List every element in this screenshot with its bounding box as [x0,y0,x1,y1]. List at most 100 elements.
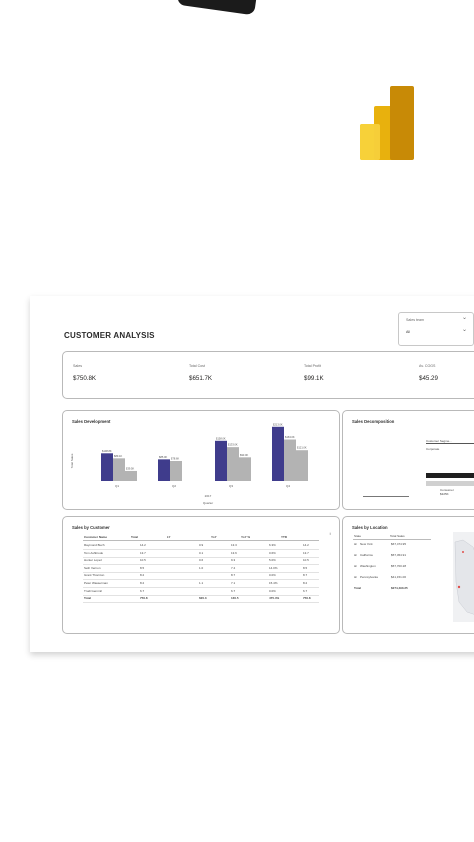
table-cell: 14.2 [140,543,146,547]
table-cell: 7.4 [231,565,236,570]
col-total[interactable]: Total [131,535,138,539]
bar-q4-s0[interactable] [272,426,284,481]
table-total-cell: 130.5 [231,596,239,601]
bar-data-label: $133.0K [228,443,238,447]
bar-q3-s1[interactable] [227,447,239,481]
bar-q4-s2[interactable] [296,450,308,481]
location-cell: $57,454.91 [391,553,407,557]
table-cell[interactable]: Trudi Gemmil [84,588,102,593]
decomposition-header[interactable]: Customer Segme... [426,439,452,443]
location-total-cell: Total [354,586,361,590]
location-total-cell: $274,490.25 [391,586,408,590]
bar-q3-s2[interactable] [239,457,251,481]
decomposition-divider [426,443,474,444]
slicer-label: Sales team [406,318,424,322]
table-cell[interactable]: Raymond Buch [84,543,105,547]
bar-q1-s1[interactable] [113,458,125,481]
table-cell: 0.0% [269,588,276,593]
decomposition-item-corporate[interactable]: Corporate [426,447,440,451]
bar-q1-s2[interactable] [125,470,137,481]
kpi-profit-label: Total Profit [304,364,321,368]
table-cell: 6.7 [303,588,308,593]
col-ytd[interactable]: YTD [281,535,287,539]
table-cell[interactable]: Peter Wasserman [84,581,108,585]
table-cell: 8.5 [140,565,145,570]
table-row-divider [83,579,319,580]
expand-icon[interactable]: ⊞ [354,553,357,557]
total-row-divider [83,602,319,603]
table-total-cell: 475.4% [269,596,280,601]
slicer-collapse-icon[interactable]: ⌄ [461,315,467,321]
col-yoy-pct[interactable]: YoY % [241,535,251,539]
kpi-profit-value: $99.1K [304,375,324,382]
y-axis-label: Total Sales [70,453,74,468]
bar-data-label: $85.0K [159,455,167,459]
table-cell: 14.0% [269,565,278,570]
table-cell: 8.2 [140,573,145,578]
bar-data-label: $108.8K [102,449,112,453]
header-divider [83,540,319,541]
chevron-down-icon[interactable]: ⌄ [461,327,467,333]
decomposition-item-consumer[interactable]: Consumer [440,488,454,492]
table-cell: 13.7 [140,550,146,555]
col-yoy[interactable]: YoY [211,535,217,539]
map-point-wa [462,551,464,553]
table-cell: 10.5 [140,558,146,563]
table-cell: 13.3 [231,543,237,547]
table-total-cell: 750.8 [140,596,148,601]
table-cell[interactable]: Tom Ashbrook [84,550,104,555]
sales-decomposition-visual[interactable]: Sales Decomposition Customer Segme... Co… [342,410,474,510]
col-total-sales[interactable]: Total Sales [390,534,405,538]
table-cell[interactable]: Seth Vernon [84,565,101,570]
col-customer-name[interactable]: Customer Name [84,535,108,539]
location-cell: $57,700.28 [391,564,407,568]
sales-development-chart: Total Sales 2017 Quarter $108.8K$89.1K $3… [70,422,308,505]
location-map[interactable] [453,532,474,622]
sales-by-customer-visual[interactable]: Sales by Customer ↕ Customer Name Total … [62,516,340,634]
bar-data-label: $213.0K [273,422,283,426]
sales-by-location-title: Sales by Location [352,525,388,530]
kpi-cogs-value: $45.29 [419,375,438,382]
expand-icon[interactable]: ⊞ [354,542,357,546]
location-cell: Washington [360,564,376,568]
decomposition-bar-consumer[interactable] [426,481,474,486]
table-cell: 15.4% [269,581,278,585]
table-cell: 0.0% [269,573,276,578]
table-cell[interactable]: Hunter Lopez [84,558,103,563]
table-cell[interactable]: Grant Thornton [84,573,105,578]
col-ly[interactable]: LY [167,535,171,539]
table-cell: 8.5 [303,565,308,570]
bar-q3-s0[interactable] [215,440,227,481]
bar-q1-s0[interactable] [101,453,113,481]
x-axis-label: Quarter [203,501,213,505]
table-cell: 5.0% [269,558,276,563]
sales-development-title: Sales Development [72,419,111,424]
table-cell: 8.7 [303,573,308,578]
table-cell: 8.2 [303,581,308,585]
report-page: CUSTOMER ANALYSIS Sales team ⌄ All ⌄ Sal… [30,296,474,652]
bar-q4-s1[interactable] [284,439,296,481]
table-cell: 0.6 [199,558,204,563]
us-map-outline [454,539,474,615]
bar-q2-s1[interactable] [170,460,182,481]
table-row-divider [83,556,319,558]
bar-data-label: $121.0K [297,446,307,450]
sales-development-visual[interactable]: Sales Development Total Sales 2017 Quart… [62,410,340,510]
sales-team-slicer[interactable]: Sales team ⌄ All ⌄ [398,312,474,346]
kpi-sales-label: Sales [73,364,82,368]
table-total-cell: 620.3 [199,596,207,601]
kpi-cost-label: Total Cost [189,364,205,368]
logo-bar-right [390,86,414,160]
location-cell: $67,474.95 [391,542,407,546]
location-cell: $41,151.00 [391,575,407,579]
decomposition-bar-corporate[interactable] [426,473,474,478]
bar-q2-s0[interactable] [158,459,170,481]
table-cell: 9.3 [231,558,236,563]
sales-by-location-visual[interactable]: Sales by Location State Total Sales ⊞ New… [342,516,474,634]
table-total-cell[interactable]: Total [84,596,91,601]
col-state[interactable]: State [354,534,362,538]
table-row-divider [83,571,319,573]
expand-icon[interactable]: ⊞ [354,575,357,579]
sort-arrow-icon[interactable]: ↕ [329,531,331,536]
expand-icon[interactable]: ⊞ [354,564,357,568]
